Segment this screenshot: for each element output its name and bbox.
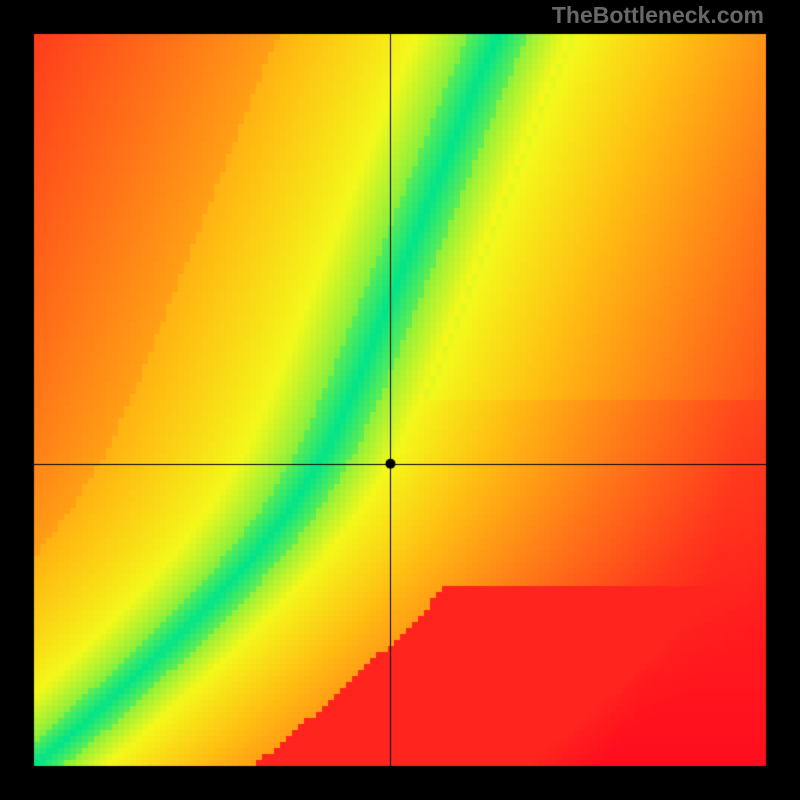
bottleneck-heatmap xyxy=(0,0,800,800)
watermark-text: TheBottleneck.com xyxy=(552,2,764,29)
